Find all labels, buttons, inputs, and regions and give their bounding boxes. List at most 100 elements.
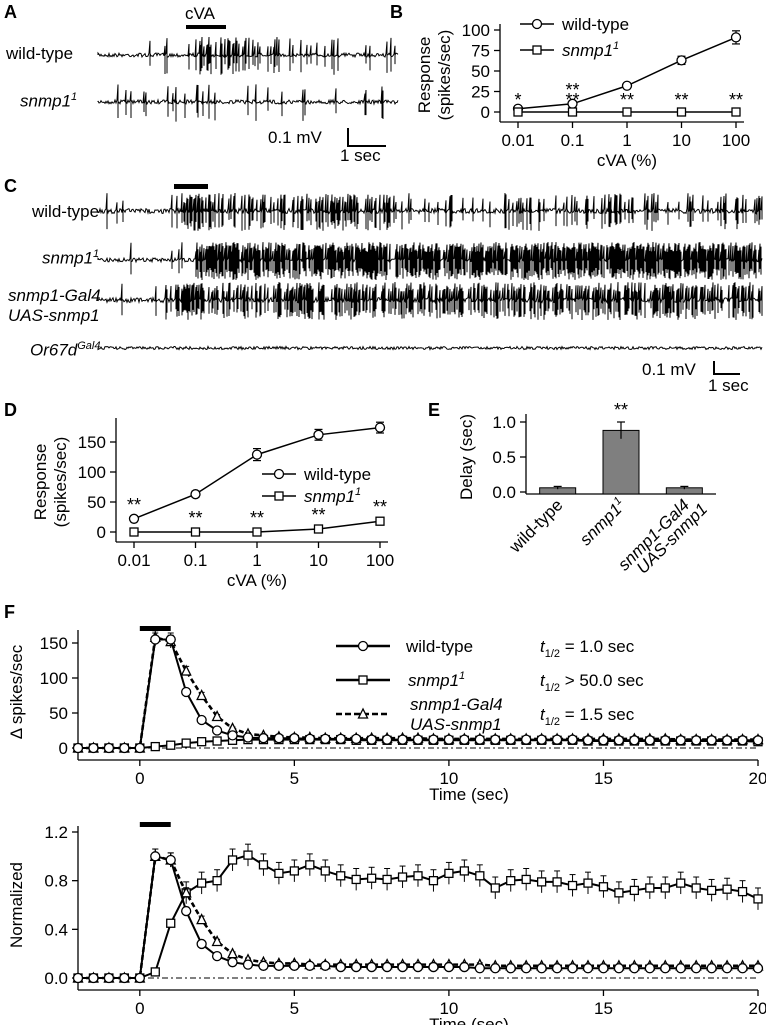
x-tick-label: 0.01 bbox=[501, 131, 534, 150]
x-tick-label: 10 bbox=[439, 999, 458, 1018]
bar-1 bbox=[602, 429, 640, 495]
data-point bbox=[88, 742, 99, 754]
data-point bbox=[196, 689, 208, 701]
data-point bbox=[691, 735, 702, 746]
x-tick-label: 100 bbox=[366, 551, 394, 570]
trace-c-rescue bbox=[97, 282, 763, 320]
data-point bbox=[351, 961, 362, 973]
y-tick-label: 0 bbox=[59, 739, 68, 758]
scale-voltage-c: 0.1 mV bbox=[642, 360, 696, 379]
legend-marker-0 bbox=[357, 640, 369, 652]
trace-label-c-or67d: Or67dGal4 bbox=[30, 340, 101, 360]
spike-traces bbox=[97, 25, 763, 375]
data-point bbox=[313, 524, 324, 534]
panel-c-letter: C bbox=[4, 176, 17, 196]
data-point bbox=[251, 449, 263, 460]
data-point bbox=[227, 855, 238, 865]
x-tick-label: 0 bbox=[135, 769, 144, 788]
data-point bbox=[706, 885, 717, 896]
data-point bbox=[428, 961, 439, 973]
data-point bbox=[567, 734, 578, 745]
legend-label-2-line1: snmp1-Gal4 bbox=[410, 695, 503, 714]
data-point bbox=[413, 871, 423, 881]
data-point bbox=[190, 527, 201, 537]
significance-marker: ** bbox=[674, 90, 688, 110]
data-point bbox=[366, 873, 377, 883]
y-tick-label: 150 bbox=[78, 433, 106, 452]
legend-marker-1 bbox=[358, 675, 368, 685]
data-point bbox=[320, 960, 331, 971]
data-point bbox=[428, 734, 439, 745]
data-point bbox=[382, 874, 392, 885]
data-point bbox=[227, 957, 238, 968]
data-point bbox=[629, 963, 640, 974]
significance-marker: ** bbox=[188, 508, 202, 528]
x-tick-label: 0.01 bbox=[117, 551, 150, 570]
y-tick-label: 150 bbox=[40, 634, 68, 653]
data-point bbox=[412, 961, 424, 973]
data-point bbox=[731, 107, 741, 117]
data-point bbox=[752, 735, 764, 746]
data-point bbox=[313, 429, 324, 440]
data-point bbox=[613, 735, 625, 746]
y-tick-label: 1.2 bbox=[44, 823, 68, 842]
x-tick-label: 20 bbox=[749, 769, 766, 788]
data-point bbox=[676, 878, 686, 888]
data-point bbox=[721, 963, 733, 974]
data-point bbox=[242, 959, 254, 970]
x-tick-label: 0 bbox=[135, 999, 144, 1018]
x-axis-label: Time (sec) bbox=[429, 1015, 509, 1025]
data-point bbox=[181, 686, 192, 698]
data-point bbox=[336, 871, 346, 881]
data-point bbox=[252, 527, 262, 537]
data-point bbox=[752, 963, 764, 974]
scale-voltage-a: 0.1 mV bbox=[268, 128, 322, 147]
panel-a-letter: A bbox=[4, 2, 17, 22]
legend-label-1: snmp11 bbox=[408, 670, 465, 690]
panel-b-letter: B bbox=[390, 2, 403, 22]
data-point bbox=[351, 733, 362, 745]
significance-marker: * bbox=[514, 90, 521, 110]
data-point bbox=[737, 735, 748, 746]
data-point bbox=[474, 963, 485, 974]
trace-c-or67d bbox=[97, 345, 763, 351]
stimulus-label-a: cVA bbox=[185, 4, 215, 23]
data-point bbox=[181, 738, 191, 748]
data-point bbox=[274, 868, 284, 879]
data-point bbox=[582, 963, 594, 974]
data-point bbox=[551, 963, 563, 974]
data-point bbox=[505, 963, 516, 974]
data-point bbox=[119, 742, 130, 754]
legend-label-wild-type: wild-type bbox=[561, 15, 629, 34]
data-point bbox=[567, 880, 578, 891]
data-point bbox=[304, 960, 315, 971]
data-point bbox=[598, 963, 609, 974]
x-tick-label: 15 bbox=[594, 769, 613, 788]
trace-label-a-wild-type: wild-type bbox=[6, 44, 74, 63]
x-tick-label: snmp11 bbox=[575, 495, 630, 550]
data-point bbox=[691, 883, 701, 893]
x-tick-label: wild-type bbox=[505, 495, 567, 557]
trace-label-a-snmp1: snmp11 bbox=[20, 91, 78, 111]
data-point bbox=[165, 634, 176, 645]
legend-label-snmp1: snmp11 bbox=[304, 486, 361, 506]
data-point bbox=[190, 489, 201, 500]
t-half-sub-2: 1/2 bbox=[545, 716, 560, 728]
data-point bbox=[243, 850, 253, 860]
data-point bbox=[134, 742, 145, 754]
significance-marker: ** bbox=[565, 80, 579, 100]
y-tick-label: 100 bbox=[40, 669, 68, 688]
y-axis-label-line1: Response bbox=[415, 37, 434, 114]
data-point bbox=[397, 961, 408, 973]
y-axis-label-line1: Response bbox=[31, 444, 50, 521]
x-axis-label: cVA (%) bbox=[227, 571, 287, 590]
data-point bbox=[211, 950, 223, 962]
data-point bbox=[675, 735, 686, 746]
data-point bbox=[226, 947, 239, 959]
data-point bbox=[521, 963, 532, 974]
data-point bbox=[196, 714, 207, 726]
data-point bbox=[289, 960, 300, 971]
stimulus-bar-a bbox=[186, 25, 226, 29]
stimulus-bar-c bbox=[174, 184, 208, 189]
data-point bbox=[490, 734, 501, 745]
